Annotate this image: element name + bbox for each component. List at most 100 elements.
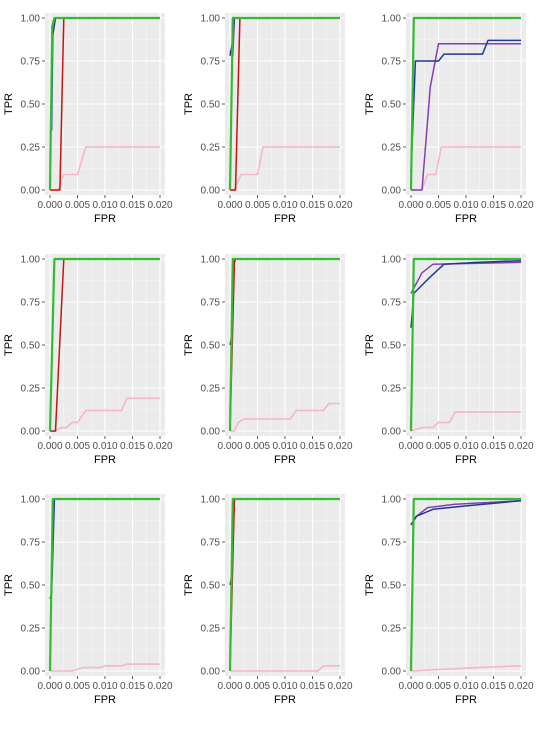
x-tick-label: 0.020: [147, 681, 172, 692]
x-tick-label: 0.010: [453, 200, 478, 211]
y-tick-label: 0.75: [21, 298, 41, 309]
roc-curve-pink: [50, 397, 160, 432]
x-tick-label: 0.015: [300, 681, 325, 692]
x-tick-label: 0.005: [65, 681, 90, 692]
y-tick-label: 0.25: [201, 624, 221, 635]
x-tick-label: 0.020: [147, 200, 172, 211]
roc-curve-pink: [230, 402, 340, 432]
roc-panel-2: 0.000 0.005 0.010 0.015 0.020 0.00 0.25 0.50 0.7…: [183, 13, 353, 225]
x-tick-label: 0.015: [481, 681, 506, 692]
y-tick-label: 1.00: [382, 14, 402, 25]
y-tick-label: 1.00: [201, 495, 221, 506]
x-tick-label: 0.005: [426, 200, 451, 211]
x-tick-label: 0.010: [92, 681, 117, 692]
roc-panel-1: 0.000 0.005 0.010 0.015 0.020 0.00 0.25 0.50 0.7…: [3, 13, 173, 225]
x-axis-title: FPR: [455, 454, 477, 466]
roc-curve-green: [409, 257, 521, 432]
x-tick-label: 0.015: [300, 200, 325, 211]
y-axis-title: TPR: [183, 574, 195, 596]
x-axis-title: FPR: [274, 694, 296, 706]
roc-curve-green: [228, 16, 340, 191]
x-tick-label: 0.000: [398, 200, 423, 211]
y-axis-title: TPR: [364, 334, 376, 356]
x-tick-label: 0.005: [245, 681, 270, 692]
y-tick-label: 0.50: [21, 341, 41, 352]
x-tick-label: 0.015: [120, 441, 145, 452]
y-tick-label: 0.50: [201, 100, 221, 111]
roc-panel-6: 0.000 0.005 0.010 0.015 0.020 0.00 0.25 0.50 0.7…: [364, 254, 534, 466]
x-tick-label: 0.010: [92, 200, 117, 211]
roc-panel-3: 0.000 0.005 0.010 0.015 0.020 0.00 0.25 0.50 0.7…: [364, 13, 534, 225]
x-tick-label: 0.015: [300, 441, 325, 452]
x-tick-label: 0.020: [147, 441, 172, 452]
x-tick-label: 0.005: [65, 441, 90, 452]
roc-panel-9: 0.000 0.005 0.010 0.015 0.020 0.00 0.25 0.50 0.7…: [364, 494, 534, 706]
roc-panel-5: 0.000 0.005 0.010 0.015 0.020 0.00 0.25 0.50 0.7…: [183, 254, 353, 466]
y-tick-label: 0.00: [382, 427, 402, 438]
x-tick-label: 0.020: [327, 441, 352, 452]
roc-curve-green: [48, 16, 160, 191]
roc-curve-purple: [411, 43, 521, 191]
y-tick-label: 1.00: [21, 495, 41, 506]
x-tick-label: 0.020: [327, 681, 352, 692]
x-tick-label: 0.020: [327, 200, 352, 211]
y-tick-label: 0.00: [21, 427, 41, 438]
y-tick-label: 0.75: [201, 538, 221, 549]
y-tick-label: 0.00: [21, 667, 41, 678]
y-tick-label: 0.00: [382, 667, 402, 678]
roc-curve-pink: [50, 663, 160, 672]
x-tick-label: 0.020: [508, 200, 533, 211]
y-tick-label: 0.75: [382, 57, 402, 68]
y-tick-label: 0.00: [201, 667, 221, 678]
y-tick-label: 1.00: [21, 14, 41, 25]
y-tick-label: 0.75: [382, 298, 402, 309]
x-tick-label: 0.005: [65, 200, 90, 211]
y-tick-label: 0.50: [382, 341, 402, 352]
y-axis-title: TPR: [364, 574, 376, 596]
x-axis-title: FPR: [455, 694, 477, 706]
x-axis-title: FPR: [274, 213, 296, 225]
y-tick-label: 0.25: [21, 624, 41, 635]
y-tick-label: 0.75: [382, 538, 402, 549]
roc-curve-purple: [410, 261, 522, 294]
y-tick-label: 0.50: [382, 100, 402, 111]
x-tick-label: 0.005: [245, 200, 270, 211]
x-tick-label: 0.015: [120, 681, 145, 692]
x-axis-title: FPR: [274, 454, 296, 466]
y-axis-title: TPR: [3, 334, 15, 356]
y-tick-label: 0.25: [201, 384, 221, 395]
x-axis-title: FPR: [94, 213, 116, 225]
x-tick-label: 0.005: [245, 441, 270, 452]
roc-curve-blue: [410, 499, 522, 526]
roc-curve-pink: [230, 664, 340, 672]
y-tick-label: 0.75: [201, 298, 221, 309]
x-tick-label: 0.020: [508, 441, 533, 452]
y-tick-label: 0.00: [201, 186, 221, 197]
y-tick-label: 0.75: [21, 538, 41, 549]
roc-curve-green: [409, 497, 521, 672]
x-axis-title: FPR: [94, 694, 116, 706]
x-tick-label: 0.000: [398, 681, 423, 692]
y-tick-label: 0.75: [21, 57, 41, 68]
y-tick-label: 0.00: [382, 186, 402, 197]
x-tick-label: 0.010: [272, 441, 297, 452]
roc-curve-pink: [410, 411, 521, 432]
x-axis-title: FPR: [455, 213, 477, 225]
x-tick-label: 0.000: [37, 441, 62, 452]
x-tick-label: 0.005: [426, 441, 451, 452]
y-tick-label: 1.00: [201, 255, 221, 266]
y-tick-label: 0.25: [382, 384, 402, 395]
x-axis-title: FPR: [94, 454, 116, 466]
x-tick-label: 0.010: [92, 441, 117, 452]
y-tick-label: 0.50: [201, 581, 221, 592]
x-tick-label: 0.015: [481, 200, 506, 211]
x-tick-label: 0.005: [426, 681, 451, 692]
y-axis-title: TPR: [183, 93, 195, 115]
roc-curve-green: [409, 16, 521, 191]
y-tick-label: 0.25: [382, 143, 402, 154]
y-tick-label: 1.00: [382, 255, 402, 266]
roc-curve-blue: [410, 39, 521, 173]
y-tick-label: 0.50: [21, 100, 41, 111]
x-tick-label: 0.015: [120, 200, 145, 211]
